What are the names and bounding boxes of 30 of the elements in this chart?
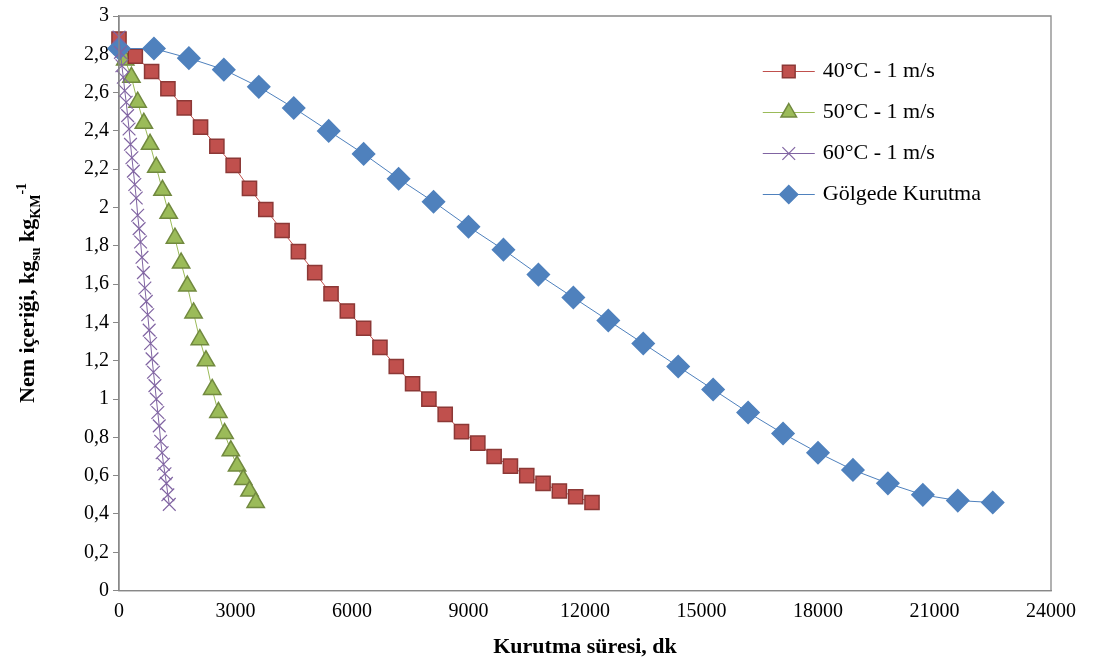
- y-tick-label: 0,4: [84, 501, 109, 524]
- y-tick-label: 0,6: [84, 462, 109, 485]
- y-tick-label: 1: [99, 386, 109, 409]
- y-tick-label: 0,8: [84, 424, 109, 447]
- x-axis-title: Kurutma süresi, dk: [493, 633, 678, 659]
- x-tick-label: 24000: [1026, 598, 1076, 621]
- x-tick-label: 0: [114, 598, 124, 621]
- y-tick-label: 2,2: [84, 156, 109, 179]
- y-tick-label: 2,4: [84, 118, 109, 141]
- y-tick-label: 0,2: [84, 539, 109, 562]
- y-tick-label: 1,8: [84, 233, 109, 256]
- legend-label: 40°C - 1 m/s: [822, 57, 935, 83]
- legend-label: Gölgede Kurutma: [822, 180, 982, 206]
- y-tick-label: 1,4: [84, 309, 109, 332]
- y-tick-label: 2: [99, 194, 109, 217]
- x-tick-label: 6000: [332, 598, 372, 621]
- x-tick-label: 9000: [448, 598, 489, 621]
- legend-label: 50°C - 1 m/s: [822, 98, 935, 124]
- y-tick-label: 2,8: [84, 41, 109, 64]
- y-tick-label: 1,2: [84, 348, 109, 371]
- y-tick-label: 0: [99, 577, 109, 600]
- x-tick-label: 12000: [560, 598, 610, 621]
- y-tick-label: 1,6: [84, 271, 109, 294]
- y-tick-label: 2,6: [84, 79, 109, 102]
- legend-label: 60°C - 1 m/s: [822, 139, 935, 165]
- y-tick-label: 3: [99, 3, 109, 26]
- x-tick-label: 3000: [215, 598, 256, 621]
- x-tick-label: 18000: [793, 598, 843, 621]
- x-tick-label: 21000: [909, 598, 960, 621]
- x-tick-label: 15000: [676, 598, 727, 621]
